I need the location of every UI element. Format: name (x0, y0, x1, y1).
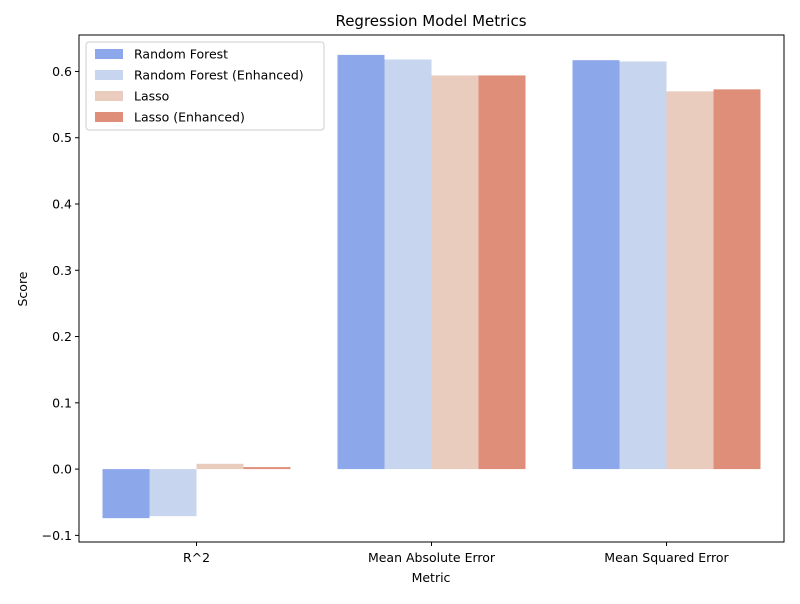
legend-label: Random Forest (Enhanced) (134, 68, 304, 83)
y-axis-ticks: −0.1 0.0 0.1 0.2 0.3 0.4 0.5 0.6 (42, 64, 79, 543)
chart-title: Regression Model Metrics (335, 12, 526, 30)
bar (102, 469, 150, 519)
y-tick-label: 0.2 (52, 329, 72, 344)
legend-label: Lasso (134, 89, 169, 104)
y-tick-label: 0.3 (52, 263, 72, 278)
legend-box (85, 41, 325, 131)
legend-swatch (95, 112, 123, 122)
y-tick-label: 0.1 (52, 395, 72, 410)
bar (572, 60, 620, 470)
x-axis-label: Metric (412, 570, 451, 585)
y-tick-label: 0.6 (52, 64, 72, 79)
bar (337, 54, 385, 470)
x-tick-label: R^2 (183, 550, 210, 565)
bar (713, 89, 761, 470)
legend-swatch (95, 91, 123, 101)
bar (478, 75, 526, 470)
plot-frame (78, 34, 785, 543)
bars-group (102, 54, 761, 519)
y-tick-label: −0.1 (42, 528, 72, 543)
y-tick-label: 0.5 (52, 130, 72, 145)
x-tick-label: Mean Squared Error (604, 550, 729, 565)
y-tick-label: 0.4 (52, 197, 72, 212)
x-tick-label: Mean Absolute Error (368, 550, 496, 565)
legend-swatch (95, 49, 123, 59)
bar (196, 463, 244, 470)
bar (431, 75, 479, 470)
bar (149, 469, 197, 517)
y-tick-label: 0.0 (52, 462, 72, 477)
legend-label: Lasso (Enhanced) (134, 110, 245, 125)
legend-label: Random Forest (134, 47, 228, 62)
legend: Random Forest Random Forest (Enhanced) Las… (85, 41, 325, 131)
bar (666, 91, 714, 470)
bar (619, 61, 667, 470)
bar (384, 59, 432, 470)
x-axis-ticks: R^2 Mean Absolute Error Mean Squared Error (183, 542, 730, 565)
y-axis-label: Score (15, 271, 30, 306)
legend-swatch (95, 70, 123, 80)
bar (243, 467, 291, 470)
